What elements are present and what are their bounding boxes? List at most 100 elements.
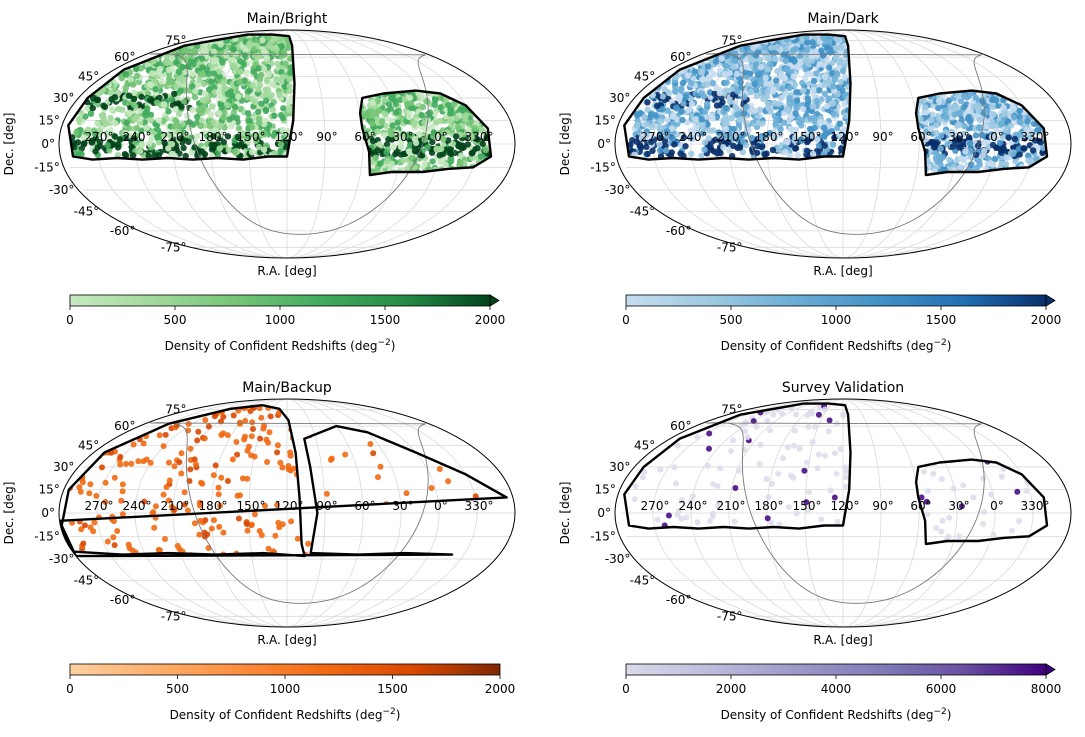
density-point (721, 90, 728, 97)
density-point (1008, 527, 1015, 534)
density-point (641, 468, 648, 475)
density-point (141, 110, 148, 117)
density-point (160, 443, 167, 450)
density-point (100, 117, 108, 124)
ra-tick-label: 180° (755, 499, 784, 513)
colorbar-gradient (69, 663, 501, 676)
density-point (709, 80, 717, 87)
density-point (162, 431, 169, 438)
density-point (147, 97, 154, 104)
density-point (265, 71, 272, 78)
density-point (183, 56, 190, 63)
footprint-outline (623, 33, 852, 161)
density-point (191, 456, 198, 463)
ra-gridline (286, 399, 440, 627)
density-point (742, 428, 749, 435)
density-point (714, 482, 721, 489)
ra-tick-label: 30° (392, 130, 413, 144)
density-point (408, 154, 415, 162)
density-point (776, 521, 783, 528)
density-point (751, 107, 758, 115)
ra-tick-label: 270° (85, 130, 114, 144)
density-point (683, 514, 690, 521)
density-point (187, 57, 195, 65)
footprint-points (625, 34, 851, 160)
density-point (224, 478, 231, 484)
dec-tick-label: -60° (666, 224, 692, 238)
ra-tick-label: 150° (237, 130, 266, 144)
density-point (671, 141, 678, 148)
density-point (786, 84, 793, 92)
density-point (405, 131, 413, 138)
density-point (990, 111, 997, 118)
ra-tick-label: 210° (717, 130, 746, 144)
density-point (782, 148, 789, 156)
density-point (722, 104, 730, 112)
density-point (813, 70, 820, 77)
density-point (837, 145, 845, 152)
density-point (432, 95, 439, 102)
density-point (445, 478, 452, 485)
density-point (217, 101, 224, 109)
density-point (694, 434, 701, 441)
density-point (1003, 126, 1010, 134)
density-point (652, 112, 659, 119)
density-point (782, 66, 790, 73)
density-point (241, 436, 248, 443)
dec-tick-label: 0° (41, 506, 55, 520)
density-point (419, 103, 427, 111)
density-point (821, 81, 829, 88)
density-point (370, 450, 377, 457)
density-point (793, 104, 800, 112)
density-point (241, 52, 249, 59)
density-point (730, 91, 737, 98)
density-point (156, 547, 163, 554)
density-point (657, 466, 664, 473)
density-point (249, 419, 256, 426)
dec-tick-label: 45° (634, 70, 655, 84)
colorbar-tick-label: 500 (166, 682, 189, 696)
panel-title: Main/Backup (242, 380, 332, 396)
density-point (135, 458, 142, 465)
density-point (192, 88, 199, 95)
density-point (188, 149, 196, 156)
density-point (1033, 155, 1040, 163)
density-point (1012, 158, 1019, 165)
ra-tick-label: 60° (910, 130, 931, 144)
density-point (819, 52, 827, 59)
density-point (1000, 104, 1007, 111)
density-point (769, 146, 777, 154)
density-point (126, 125, 133, 132)
density-point (793, 411, 800, 418)
colorbar-tick-label: 2000 (485, 682, 516, 696)
ra-gridline (842, 399, 1034, 627)
density-point (836, 120, 844, 128)
density-point (643, 143, 650, 150)
ra-gridline (286, 399, 402, 627)
density-point (804, 39, 811, 46)
density-point (274, 60, 281, 68)
density-point (235, 125, 243, 132)
density-point (935, 104, 942, 112)
density-point (813, 97, 821, 105)
density-point (165, 130, 173, 138)
density-point (763, 476, 770, 483)
density-point (360, 110, 368, 118)
density-point (993, 135, 1000, 142)
density-point (698, 69, 705, 76)
density-point (273, 76, 280, 83)
density-point (272, 532, 279, 539)
density-point (267, 413, 274, 420)
density-point (1001, 109, 1008, 116)
density-point (710, 127, 717, 134)
density-point (429, 158, 436, 165)
density-point (187, 466, 194, 473)
density-point (823, 102, 831, 110)
density-point (211, 413, 218, 420)
density-point (742, 419, 749, 426)
density-point (260, 92, 267, 100)
density-point (130, 441, 137, 448)
density-point (191, 520, 198, 527)
